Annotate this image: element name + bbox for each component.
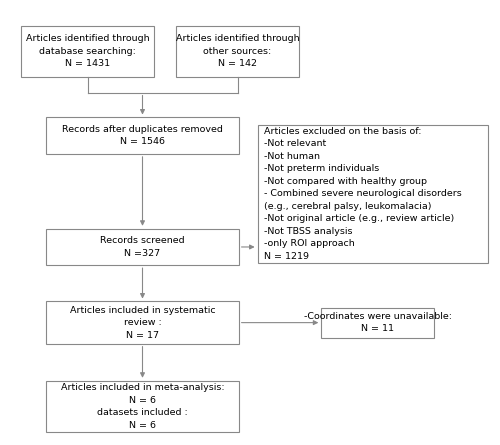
FancyBboxPatch shape: [258, 125, 488, 263]
Text: -Coordinates were unavailable:
N = 11: -Coordinates were unavailable: N = 11: [304, 312, 452, 333]
FancyBboxPatch shape: [21, 25, 154, 77]
Text: Records screened
N =327: Records screened N =327: [100, 236, 185, 258]
FancyBboxPatch shape: [46, 302, 239, 344]
FancyBboxPatch shape: [176, 25, 298, 77]
FancyBboxPatch shape: [46, 117, 239, 154]
Text: Articles identified through
database searching:
N = 1431: Articles identified through database sea…: [26, 34, 150, 68]
Text: Records after duplicates removed
N = 1546: Records after duplicates removed N = 154…: [62, 125, 223, 146]
Text: Articles identified through
other sources:
N = 142: Articles identified through other source…: [176, 34, 300, 68]
FancyBboxPatch shape: [46, 381, 239, 432]
Text: Articles excluded on the basis of:
-Not relevant
-Not human
-Not preterm individ: Articles excluded on the basis of: -Not …: [264, 126, 461, 261]
FancyBboxPatch shape: [46, 229, 239, 265]
FancyBboxPatch shape: [321, 308, 434, 337]
Text: Articles included in meta-analysis:
N = 6
datasets included :
N = 6: Articles included in meta-analysis: N = …: [60, 383, 224, 429]
Text: Articles included in systematic
review :
N = 17: Articles included in systematic review :…: [70, 306, 216, 340]
